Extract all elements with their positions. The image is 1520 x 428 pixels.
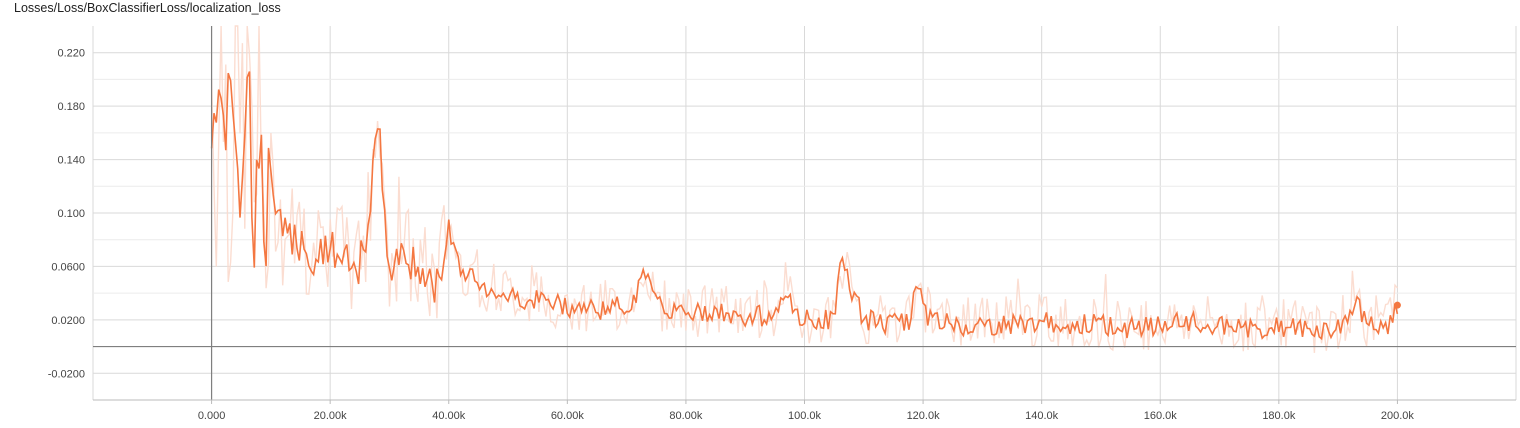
y-tick-label: 0.100 [57, 208, 85, 220]
smoothed-series [210, 39, 1401, 341]
x-tick-label: 180.0k [1262, 410, 1296, 422]
axes: -0.0200 0.0200 0.0600 0.100 0.140 0.180 0.220 0… [48, 26, 1516, 422]
y-tick-label: 0.0600 [51, 261, 85, 273]
x-tick-label: 160.0k [1144, 410, 1178, 422]
data-point [1393, 301, 1401, 309]
smoothed-line [210, 71, 1399, 341]
x-tick-label: 60.00k [551, 410, 585, 422]
chart-title: Losses/Loss/BoxClassifierLoss/localizati… [14, 1, 281, 15]
x-tick-label: 80.00k [669, 410, 703, 422]
x-tick-label: 40.00k [432, 410, 466, 422]
y-tick-label: 0.180 [57, 101, 85, 113]
raw-series [210, 25, 1398, 353]
y-tick-label: 0.140 [57, 155, 85, 167]
y-tick-label: 0.220 [57, 48, 85, 60]
x-tick-label: 100.0k [788, 410, 822, 422]
x-tick-label: 0.000 [198, 410, 226, 422]
raw-line [210, 25, 1398, 353]
x-tick-label: 20.00k [314, 410, 348, 422]
y-tick-label: 0.0200 [51, 315, 85, 327]
y-tick-label: -0.0200 [48, 368, 85, 380]
x-tick-label: 140.0k [1025, 410, 1059, 422]
x-tick-label: 120.0k [907, 410, 941, 422]
grid [92, 26, 1517, 400]
x-tick-label: 200.0k [1381, 410, 1415, 422]
